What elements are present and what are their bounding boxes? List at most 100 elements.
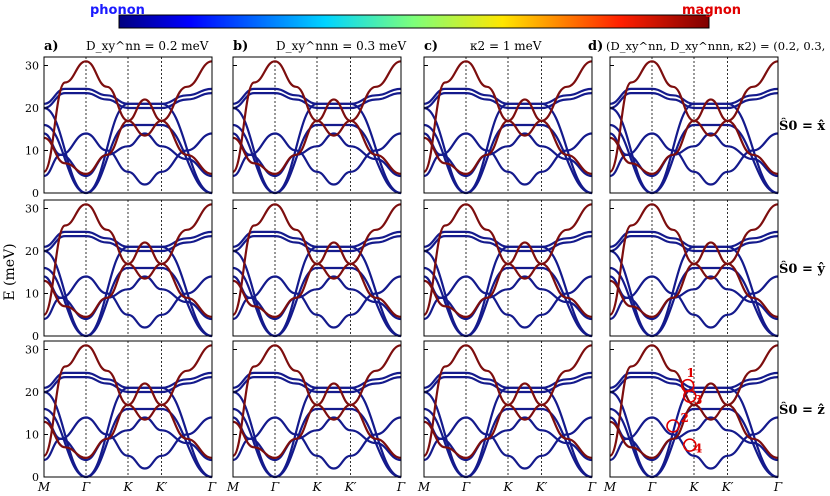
phonon-band-4: [232, 87, 402, 105]
phonon-band-5: [423, 92, 593, 110]
x-tick-label: Γ: [396, 480, 406, 494]
panel-r1-c3: [422, 56, 593, 195]
y-tick-label: 0: [32, 471, 39, 484]
phonon-band-3: [232, 132, 402, 186]
phonon-band-3: [232, 275, 402, 329]
magnon-band-7: [232, 119, 402, 176]
row-label-y: Ŝ0 = ŷ: [779, 260, 825, 277]
phonon-band-4: [423, 230, 593, 248]
panel-titles: a) D_xy^nn = 0.2 meV b) D_xy^nnn = 0.3 m…: [44, 39, 830, 54]
x-tick-label: Γ: [207, 480, 217, 494]
panel-r3-c2: M Γ K K′ Γ: [226, 340, 406, 494]
phonon-band-5: [43, 92, 213, 110]
x-tick-label: Γ: [587, 480, 597, 494]
magnon-band-7: [232, 262, 402, 319]
y-tick-label: 20: [25, 386, 39, 399]
panel-r2-c3: [422, 199, 593, 338]
phonon-band-4: [423, 87, 593, 105]
phonon-band-1: [609, 245, 779, 338]
phonon-band-3: [43, 275, 213, 329]
y-tick-label: 30: [25, 344, 39, 357]
magnon-band-7: [609, 403, 779, 460]
panel-letter-c: c): [424, 39, 438, 54]
row-label-x: Ŝ0 = x̂: [779, 117, 825, 134]
phonon-band-0: [423, 407, 593, 479]
phonon-band-1: [43, 386, 213, 479]
panel-r1-c1: 0 10 20 30: [25, 56, 213, 200]
phonon-band-0: [43, 407, 213, 479]
x-tick-label: K: [123, 480, 134, 494]
phonon-band-4: [609, 230, 779, 248]
phonon-band-1: [423, 102, 593, 195]
colorbar-left-label: phonon: [90, 3, 145, 18]
x-tick-label: Γ: [647, 480, 657, 494]
x-tick-label: M: [37, 480, 51, 494]
phonon-band-4: [232, 230, 402, 248]
magnon-band-7: [609, 262, 779, 319]
magnon-band-7: [423, 119, 593, 176]
panel-r3-c3: M Γ K K′ Γ: [417, 340, 597, 494]
magnon-band-7: [43, 119, 213, 176]
annotation-circle-3: [682, 389, 697, 404]
annotation-label-2: 2: [681, 411, 689, 425]
y-tick-label: 20: [25, 102, 39, 115]
phonon-band-3: [423, 275, 593, 329]
phonon-band-4: [609, 87, 779, 105]
panel-title-c: κ2 = 1 meV: [470, 39, 542, 53]
x-tick-label: K: [312, 480, 323, 494]
phonon-band-0: [43, 266, 213, 338]
x-tick-label: K′: [721, 480, 734, 494]
y-tick-label: 0: [32, 187, 39, 200]
panel-r2-c2: [231, 199, 402, 338]
annotation-circle-4: [682, 438, 697, 452]
y-tick-label: 10: [25, 288, 39, 301]
panel-title-d: (D_xy^nn, D_xy^nnn, κ2) = (0.2, 0.3, 1) …: [606, 39, 830, 53]
x-tick-label: K: [689, 480, 700, 494]
phonon-band-3: [43, 132, 213, 186]
panel-letter-d: d): [588, 39, 603, 54]
panel-letter-b: b): [233, 39, 248, 54]
phonon-band-3: [423, 132, 593, 186]
magnon-band-7: [423, 403, 593, 460]
panel-frame: [43, 340, 213, 478]
panel-r3-c1: 0 10 20 30 M Γ K K′ Γ: [25, 340, 217, 494]
y-tick-label: 30: [25, 60, 39, 73]
phonon-band-0: [232, 407, 402, 479]
annotations: 1 23 4: [666, 366, 702, 455]
x-tick-label: Γ: [270, 480, 280, 494]
magnon-band-7: [43, 262, 213, 319]
panel-frame: [43, 199, 213, 337]
phonon-band-3: [232, 416, 402, 470]
phonon-band-3: [609, 416, 779, 470]
panel-frame: [232, 56, 402, 194]
phonon-band-1: [232, 102, 402, 195]
panel-frame: [232, 340, 402, 478]
y-tick-label: 10: [25, 429, 39, 442]
phonon-band-0: [609, 407, 779, 479]
annotation-circle-2: [666, 419, 680, 433]
phonon-band-5: [423, 234, 593, 253]
phonon-band-1: [43, 102, 213, 195]
phonon-band-1: [423, 245, 593, 338]
x-tick-label: Γ: [773, 480, 783, 494]
y-axis-label: E (meV): [2, 243, 18, 300]
magnon-band-7: [232, 403, 402, 460]
y-tick-label: 30: [25, 203, 39, 216]
panel-r1-c4: [608, 56, 779, 195]
annotation-label-4: 4: [694, 441, 702, 455]
phonon-band-4: [232, 371, 402, 389]
annotation-circle-1: [680, 378, 695, 393]
row-labels: Ŝ0 = x̂ Ŝ0 = ŷ Ŝ0 = ẑ: [779, 117, 825, 418]
phonon-band-3: [423, 416, 593, 470]
y-tick-label: 0: [32, 330, 39, 343]
magnon-band-7: [609, 119, 779, 176]
phonon-band-1: [43, 245, 213, 338]
phonon-band-0: [423, 123, 593, 195]
y-tick-label: 10: [25, 145, 39, 158]
panel-r3-c4: M Γ K K′ Γ: [603, 340, 783, 494]
panel-r2-c1: 0 10 20 30: [25, 199, 213, 343]
phonon-band-5: [43, 376, 213, 394]
phonon-band-5: [232, 92, 402, 110]
annotation-label-3: 3: [694, 393, 702, 407]
colorbar: [118, 14, 710, 29]
